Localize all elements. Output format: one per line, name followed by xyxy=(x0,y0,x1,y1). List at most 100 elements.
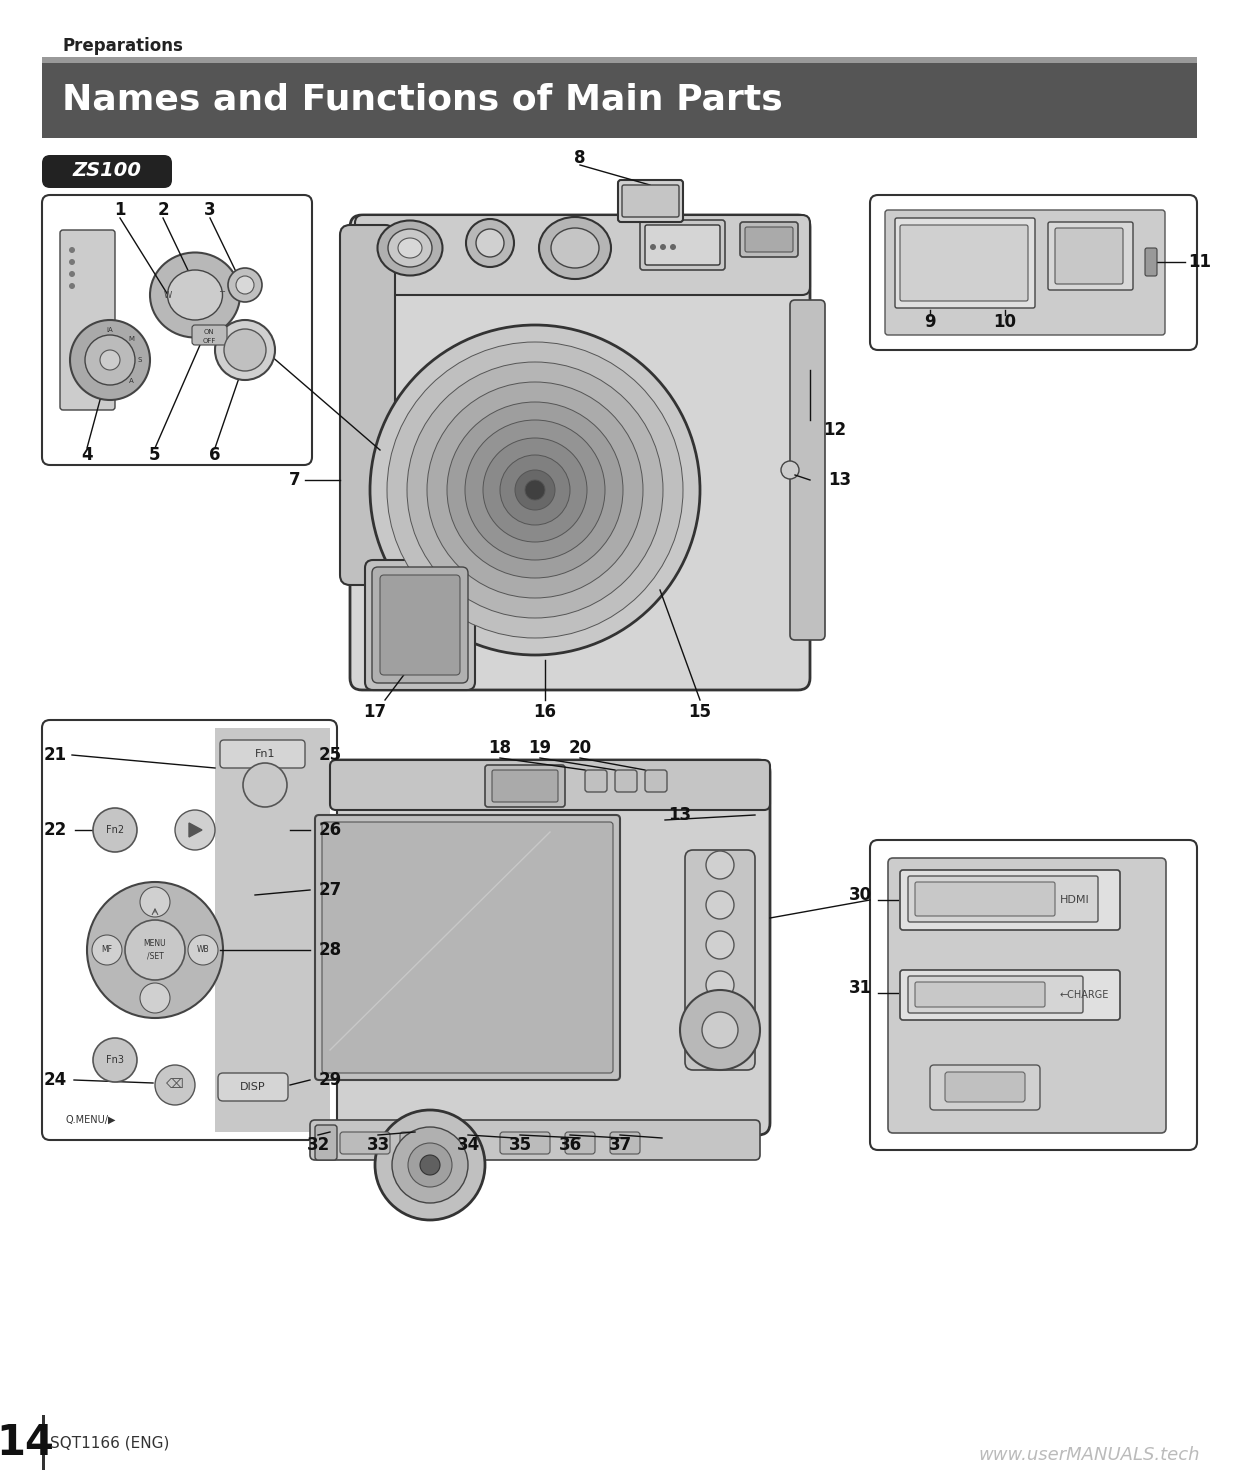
Text: 28: 28 xyxy=(319,942,341,959)
FancyBboxPatch shape xyxy=(895,218,1035,308)
FancyBboxPatch shape xyxy=(219,739,305,768)
FancyBboxPatch shape xyxy=(330,760,770,810)
Circle shape xyxy=(69,258,74,266)
Text: 37: 37 xyxy=(609,1137,631,1154)
FancyBboxPatch shape xyxy=(618,180,683,221)
Text: A: A xyxy=(129,378,134,384)
Circle shape xyxy=(374,1110,485,1221)
Text: 17: 17 xyxy=(363,703,387,720)
Circle shape xyxy=(515,469,556,511)
Text: Q.MENU/▶: Q.MENU/▶ xyxy=(64,1114,115,1125)
Text: 32: 32 xyxy=(306,1137,330,1154)
Text: S: S xyxy=(138,357,143,363)
Text: DISP: DISP xyxy=(241,1082,265,1092)
FancyBboxPatch shape xyxy=(310,1120,760,1160)
Circle shape xyxy=(243,763,286,807)
FancyBboxPatch shape xyxy=(915,883,1055,917)
Circle shape xyxy=(781,461,799,480)
FancyBboxPatch shape xyxy=(645,770,667,793)
FancyBboxPatch shape xyxy=(365,559,475,689)
FancyBboxPatch shape xyxy=(60,230,115,410)
FancyBboxPatch shape xyxy=(645,224,720,266)
Circle shape xyxy=(155,1066,195,1106)
FancyBboxPatch shape xyxy=(315,815,620,1080)
FancyBboxPatch shape xyxy=(610,1132,640,1154)
FancyBboxPatch shape xyxy=(790,300,825,641)
Text: 13: 13 xyxy=(668,806,692,824)
Circle shape xyxy=(706,852,734,880)
Ellipse shape xyxy=(388,229,432,267)
Text: 7: 7 xyxy=(289,471,301,489)
Ellipse shape xyxy=(551,227,599,269)
Ellipse shape xyxy=(167,270,222,320)
FancyBboxPatch shape xyxy=(322,822,613,1073)
Text: 36: 36 xyxy=(558,1137,582,1154)
FancyBboxPatch shape xyxy=(500,1132,551,1154)
FancyBboxPatch shape xyxy=(1055,227,1123,283)
Text: 3: 3 xyxy=(205,201,216,218)
Circle shape xyxy=(69,272,74,277)
Text: 21: 21 xyxy=(43,745,67,765)
Circle shape xyxy=(175,810,215,850)
Text: 27: 27 xyxy=(319,881,342,899)
Text: Names and Functions of Main Parts: Names and Functions of Main Parts xyxy=(62,83,782,117)
Text: 33: 33 xyxy=(366,1137,389,1154)
FancyBboxPatch shape xyxy=(908,976,1083,1013)
Circle shape xyxy=(140,983,170,1013)
Text: Preparations: Preparations xyxy=(62,37,182,55)
FancyBboxPatch shape xyxy=(492,770,558,801)
FancyBboxPatch shape xyxy=(870,840,1197,1150)
Circle shape xyxy=(408,1142,453,1187)
Text: 22: 22 xyxy=(43,821,67,838)
Ellipse shape xyxy=(224,329,267,370)
FancyBboxPatch shape xyxy=(870,195,1197,350)
Circle shape xyxy=(87,883,223,1018)
FancyBboxPatch shape xyxy=(350,215,810,689)
FancyBboxPatch shape xyxy=(888,858,1166,1134)
FancyBboxPatch shape xyxy=(900,869,1120,930)
Text: 18: 18 xyxy=(489,739,511,757)
Circle shape xyxy=(93,807,136,852)
Text: 20: 20 xyxy=(568,739,591,757)
Text: 9: 9 xyxy=(924,313,936,331)
Circle shape xyxy=(92,934,122,965)
Text: ←CHARGE: ←CHARGE xyxy=(1060,990,1110,1001)
Text: iA: iA xyxy=(107,328,113,334)
Circle shape xyxy=(466,218,515,267)
Circle shape xyxy=(228,269,262,303)
Text: 29: 29 xyxy=(319,1072,342,1089)
Circle shape xyxy=(427,382,644,598)
Circle shape xyxy=(236,276,254,294)
Circle shape xyxy=(476,229,503,257)
Circle shape xyxy=(706,971,734,999)
Circle shape xyxy=(407,362,663,618)
Text: 19: 19 xyxy=(528,739,552,757)
FancyBboxPatch shape xyxy=(900,224,1028,301)
FancyBboxPatch shape xyxy=(745,227,794,252)
Circle shape xyxy=(706,892,734,920)
Text: Fn2: Fn2 xyxy=(105,825,124,835)
Circle shape xyxy=(140,887,170,917)
FancyBboxPatch shape xyxy=(945,1072,1025,1103)
Text: M: M xyxy=(128,335,134,342)
Bar xyxy=(42,58,1197,63)
Text: 6: 6 xyxy=(210,446,221,463)
Circle shape xyxy=(525,480,546,500)
Circle shape xyxy=(702,1013,738,1048)
FancyBboxPatch shape xyxy=(615,770,637,793)
Circle shape xyxy=(650,244,656,249)
FancyBboxPatch shape xyxy=(640,220,725,270)
FancyBboxPatch shape xyxy=(900,970,1120,1020)
FancyBboxPatch shape xyxy=(42,720,337,1139)
Ellipse shape xyxy=(539,217,611,279)
Text: W: W xyxy=(164,291,172,300)
FancyBboxPatch shape xyxy=(379,576,460,675)
Circle shape xyxy=(484,438,587,542)
Text: 5: 5 xyxy=(149,446,161,463)
Circle shape xyxy=(100,350,120,370)
Text: MENU: MENU xyxy=(144,940,166,949)
FancyBboxPatch shape xyxy=(192,325,227,345)
Text: Fn3: Fn3 xyxy=(105,1055,124,1066)
Text: 12: 12 xyxy=(823,421,847,438)
FancyBboxPatch shape xyxy=(1145,248,1157,276)
